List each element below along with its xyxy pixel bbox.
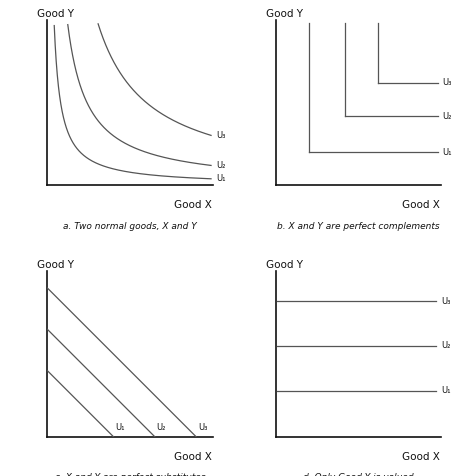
Text: U₃: U₃ (441, 297, 450, 306)
Text: U₁: U₁ (216, 174, 226, 183)
Text: U₂: U₂ (442, 111, 452, 120)
Text: c. X and Y are perfect substitutes: c. X and Y are perfect substitutes (55, 473, 205, 476)
Text: U₂: U₂ (441, 341, 450, 350)
Text: Good X: Good X (174, 452, 212, 462)
Text: U₃: U₃ (198, 423, 207, 432)
Text: Good X: Good X (402, 200, 440, 210)
Text: d. Only Good Y is valued: d. Only Good Y is valued (303, 473, 413, 476)
Text: U₃: U₃ (442, 79, 452, 88)
Text: U₁: U₁ (115, 423, 125, 432)
Text: Good Y: Good Y (265, 9, 302, 19)
Text: Good X: Good X (402, 452, 440, 462)
Text: U₁: U₁ (442, 148, 452, 157)
Text: Good X: Good X (174, 200, 212, 210)
Text: U₂: U₂ (156, 423, 166, 432)
Text: Good Y: Good Y (265, 260, 302, 270)
Text: a. Two normal goods, X and Y: a. Two normal goods, X and Y (63, 222, 197, 231)
Text: Good Y: Good Y (37, 9, 74, 19)
Text: U₂: U₂ (216, 161, 225, 170)
Text: U₃: U₃ (216, 131, 225, 140)
Text: U₁: U₁ (441, 386, 450, 395)
Text: b. X and Y are perfect complements: b. X and Y are perfect complements (277, 222, 439, 231)
Text: Good Y: Good Y (37, 260, 74, 270)
